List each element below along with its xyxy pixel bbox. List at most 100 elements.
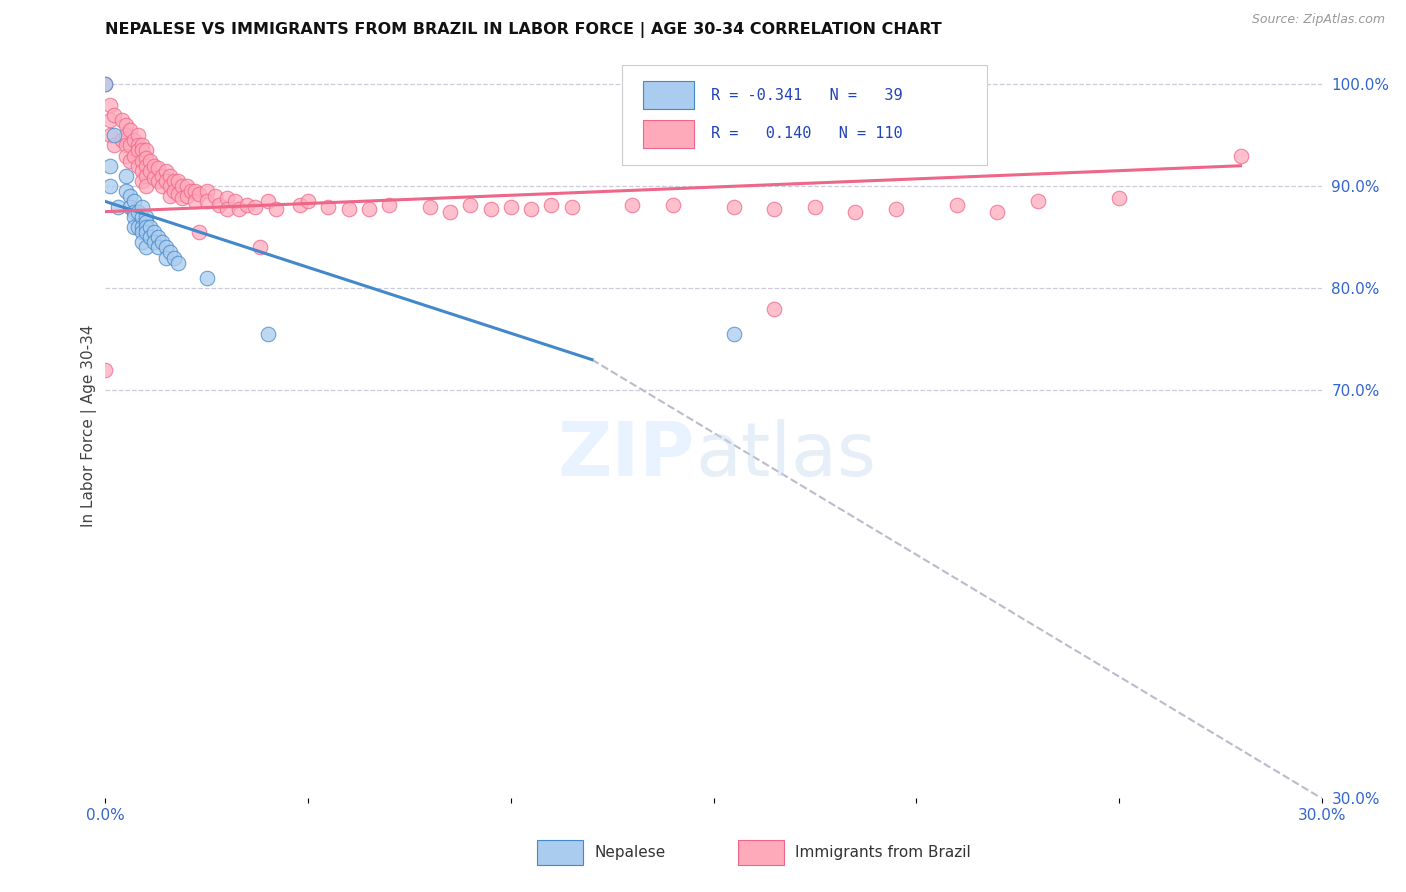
Point	[127, 128, 149, 143]
Point	[127, 138, 149, 153]
Point	[884, 202, 907, 216]
Point	[439, 204, 461, 219]
Point	[103, 138, 125, 153]
Point	[163, 184, 186, 198]
Text: atlas: atlas	[696, 419, 876, 492]
Text: NEPALESE VS IMMIGRANTS FROM BRAZIL IN LABOR FORCE | AGE 30-34 CORRELATION CHART: NEPALESE VS IMMIGRANTS FROM BRAZIL IN LA…	[105, 22, 942, 38]
Point	[167, 174, 190, 188]
Point	[264, 202, 287, 216]
Point	[204, 189, 226, 203]
Point	[155, 251, 177, 265]
Point	[146, 240, 169, 254]
Point	[297, 194, 319, 209]
Point	[217, 191, 239, 205]
Point	[135, 144, 157, 158]
Point	[98, 97, 121, 112]
Point	[131, 219, 153, 234]
Point	[122, 148, 145, 162]
Point	[150, 179, 173, 194]
Point	[98, 179, 121, 194]
Text: Source: ZipAtlas.com: Source: ZipAtlas.com	[1251, 13, 1385, 27]
Point	[122, 219, 145, 234]
Point	[163, 174, 186, 188]
Point	[131, 144, 153, 158]
FancyBboxPatch shape	[738, 840, 785, 865]
Point	[118, 123, 141, 137]
Point	[146, 161, 169, 175]
Point	[127, 144, 149, 158]
Point	[844, 204, 866, 219]
Point	[520, 202, 543, 216]
Point	[245, 200, 267, 214]
Point	[176, 189, 198, 203]
Point	[249, 240, 271, 254]
Point	[1026, 194, 1049, 209]
Point	[122, 204, 145, 219]
Point	[98, 112, 121, 127]
Point	[187, 187, 209, 202]
Point	[357, 202, 380, 216]
Point	[139, 164, 162, 178]
Point	[561, 200, 583, 214]
Point	[195, 194, 218, 209]
Point	[419, 200, 441, 214]
Point	[167, 187, 190, 202]
Point	[723, 327, 745, 342]
Point	[135, 179, 157, 194]
Point	[122, 133, 145, 147]
Point	[318, 200, 340, 214]
Point	[94, 77, 117, 91]
Point	[135, 219, 157, 234]
Point	[98, 128, 121, 143]
Point	[945, 197, 967, 211]
Point	[986, 204, 1008, 219]
Point	[458, 197, 481, 211]
Point	[135, 240, 157, 254]
Point	[98, 159, 121, 173]
Point	[183, 184, 205, 198]
Point	[150, 169, 173, 183]
Point	[135, 225, 157, 239]
Point	[155, 174, 177, 188]
Point	[135, 169, 157, 183]
Point	[146, 230, 169, 244]
Point	[479, 202, 502, 216]
Point	[378, 197, 401, 211]
Point	[114, 184, 136, 198]
Point	[499, 200, 522, 214]
Text: R =   0.140   N = 110: R = 0.140 N = 110	[711, 127, 903, 142]
Point	[217, 202, 239, 216]
Point	[131, 138, 153, 153]
Point	[114, 138, 136, 153]
Point	[167, 255, 190, 269]
Point	[146, 174, 169, 188]
Point	[131, 174, 153, 188]
FancyBboxPatch shape	[537, 840, 583, 865]
Point	[228, 202, 250, 216]
Point	[135, 210, 157, 224]
Point	[118, 153, 141, 168]
Point	[114, 128, 136, 143]
Point	[127, 159, 149, 173]
Point	[763, 202, 786, 216]
Point	[131, 200, 153, 214]
Point	[155, 240, 177, 254]
Point	[540, 197, 562, 211]
Point	[236, 197, 259, 211]
Point	[143, 225, 166, 239]
Point	[159, 169, 181, 183]
Point	[195, 271, 218, 285]
Text: Nepalese: Nepalese	[595, 846, 665, 860]
Point	[114, 169, 136, 183]
Point	[135, 151, 157, 165]
Point	[131, 164, 153, 178]
Point	[256, 194, 278, 209]
Point	[111, 112, 134, 127]
Point	[176, 179, 198, 194]
Point	[122, 194, 145, 209]
Point	[111, 133, 134, 147]
Point	[107, 200, 129, 214]
Point	[139, 219, 162, 234]
Point	[94, 363, 117, 377]
Text: Immigrants from Brazil: Immigrants from Brazil	[794, 846, 970, 860]
